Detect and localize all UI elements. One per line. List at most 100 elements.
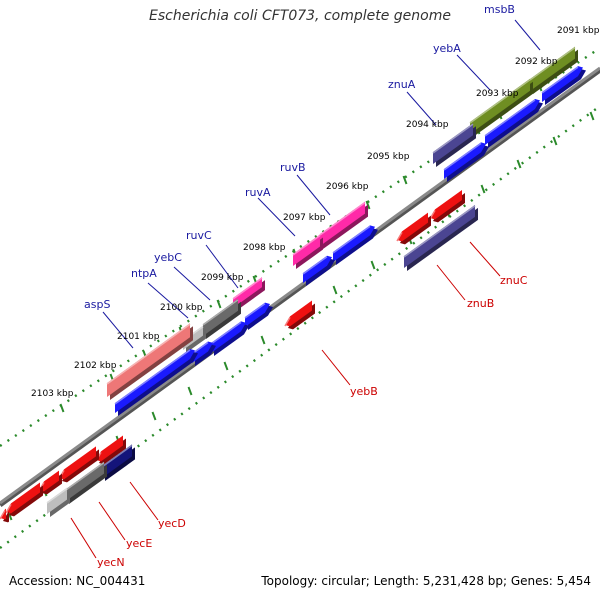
feature-depth xyxy=(118,352,198,416)
feature-face xyxy=(433,123,473,164)
feature-depth xyxy=(306,258,335,286)
feature-face xyxy=(397,212,428,242)
leader-line xyxy=(102,311,134,349)
kbp-label: 2091 kbp xyxy=(557,26,600,36)
gene-label-yecE[interactable]: yecE xyxy=(126,537,152,550)
genome-axis xyxy=(0,66,600,508)
leader-line xyxy=(296,174,331,216)
feature-yebB[interactable] xyxy=(284,300,315,330)
leader-line xyxy=(205,244,239,289)
gene-label-ruvB[interactable]: ruvB xyxy=(280,161,306,174)
feature-highlight xyxy=(319,201,366,236)
gene-label-znuC[interactable]: znuC xyxy=(500,274,528,287)
major-tick xyxy=(187,386,193,396)
major-tick xyxy=(223,361,229,371)
kbp-label: 2092 kbp xyxy=(515,57,558,67)
gene-label-znuB[interactable]: znuB xyxy=(467,297,494,310)
feature-highlight xyxy=(5,504,12,514)
feature-znuB[interactable] xyxy=(403,204,478,271)
feature-red-6[interactable] xyxy=(5,482,43,517)
feature-blue-6[interactable] xyxy=(244,302,273,330)
tick-track-inner xyxy=(0,105,600,549)
feature-face xyxy=(404,204,475,268)
major-tick xyxy=(370,260,376,270)
kbp-label: 2101 kbp xyxy=(117,332,160,342)
feature-yebC[interactable] xyxy=(202,298,241,339)
feature-face xyxy=(320,201,365,246)
feature-highlight xyxy=(529,46,576,81)
kbp-label: 2099 kbp xyxy=(201,273,244,283)
kbp-label: 2095 kbp xyxy=(367,152,410,162)
feature-depth xyxy=(447,145,489,182)
feature-msbB[interactable] xyxy=(529,46,578,94)
feature-highlight xyxy=(210,321,242,345)
major-tick xyxy=(402,175,408,185)
major-tick xyxy=(216,299,222,309)
feature-blue-1[interactable] xyxy=(541,66,586,105)
gene-label-yecN[interactable]: yecN xyxy=(97,556,125,569)
feature-yecN[interactable] xyxy=(46,487,70,517)
feature-blue-7[interactable] xyxy=(210,321,249,356)
feature-face xyxy=(303,255,332,283)
major-tick xyxy=(516,159,522,169)
leader-line xyxy=(469,241,501,277)
feature-znuA[interactable] xyxy=(432,123,476,167)
feature-aspS[interactable] xyxy=(106,323,193,400)
gene-label-yebA[interactable]: yebA xyxy=(433,42,461,55)
feature-face xyxy=(293,234,320,266)
gene-label-msbB[interactable]: msbB xyxy=(484,3,515,16)
feature-blue-4[interactable] xyxy=(332,225,378,265)
feature-blue-3[interactable] xyxy=(443,142,489,182)
feature-highlight xyxy=(101,444,133,468)
feature-highlight xyxy=(244,302,266,319)
feature-ruvA[interactable] xyxy=(292,234,323,269)
feature-face xyxy=(47,487,67,514)
feature-face xyxy=(96,435,123,462)
feature-highlight xyxy=(106,323,191,385)
gene-label-ruvA[interactable]: ruvA xyxy=(245,186,271,199)
feature-face xyxy=(485,99,540,145)
feature-highlight xyxy=(65,462,105,491)
feature-blue-2[interactable] xyxy=(484,99,543,148)
gene-features xyxy=(0,46,586,523)
feature-yecD[interactable] xyxy=(101,444,135,481)
feature-ruvB[interactable] xyxy=(319,201,368,249)
gene-label-ntpA[interactable]: ntpA xyxy=(131,267,157,280)
feature-blue-8[interactable] xyxy=(191,341,216,366)
major-tick xyxy=(260,335,266,345)
feature-red-2[interactable] xyxy=(396,212,431,245)
feature-blue-5[interactable] xyxy=(302,255,335,286)
kbp-label: 2103 kbp xyxy=(31,389,74,399)
gene-labels: msbB yebA znuA ruvB ruvA ruvC yebC ntpA aspS znuC… xyxy=(84,3,528,569)
feature-face xyxy=(233,277,262,308)
leader-line xyxy=(70,517,97,559)
kbp-labels: 2091 kbp 2092 kbp 2093 kbp 2094 kbp 2095 kbp… xyxy=(31,26,600,399)
feature-face xyxy=(66,461,104,501)
gene-label-aspS[interactable]: aspS xyxy=(84,298,110,311)
gene-label-znuA[interactable]: znuA xyxy=(388,78,416,91)
feature-ruvC[interactable] xyxy=(232,277,265,311)
feature-highlight xyxy=(484,99,536,137)
feature-blue-9[interactable] xyxy=(114,349,198,416)
feature-highlight xyxy=(46,487,68,504)
feature-face xyxy=(285,300,312,327)
kbp-label: 2100 kbp xyxy=(160,303,203,313)
feature-face xyxy=(542,66,583,102)
feature-yecE[interactable] xyxy=(65,461,107,504)
gene-label-yecD[interactable]: yecD xyxy=(158,517,186,530)
leader-line xyxy=(436,264,466,301)
feature-face xyxy=(59,446,96,480)
feature-highlight xyxy=(469,79,531,124)
leader-line xyxy=(257,197,296,237)
feature-red-7[interactable] xyxy=(0,508,9,523)
feature-highlight xyxy=(284,317,291,327)
gene-label-yebC[interactable]: yebC xyxy=(154,251,182,264)
gene-label-ruvC[interactable]: ruvC xyxy=(186,229,212,242)
feature-yebA[interactable] xyxy=(469,78,533,137)
feature-face xyxy=(444,142,486,179)
gene-label-yebB[interactable]: yebB xyxy=(350,385,378,398)
leader-line xyxy=(456,54,491,91)
feature-highlight xyxy=(432,123,474,154)
major-tick xyxy=(480,184,486,194)
